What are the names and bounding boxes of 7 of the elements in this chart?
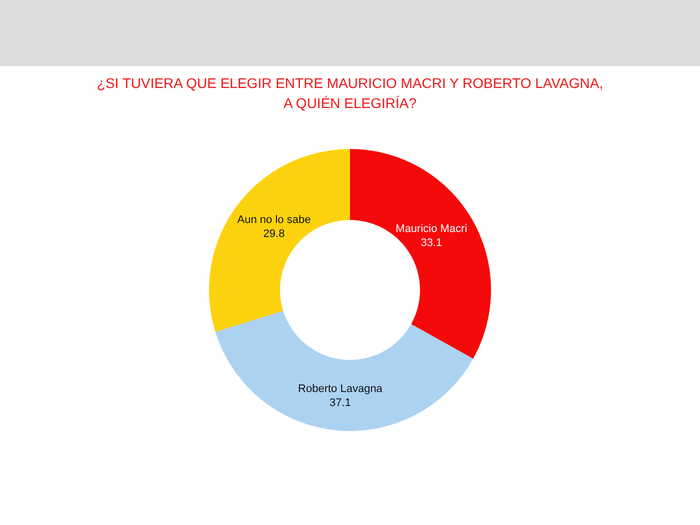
data-label: 37.1 xyxy=(330,396,351,409)
slice-label: Aun no lo sabe xyxy=(237,214,311,226)
slice-label: Roberto Lavagna xyxy=(298,382,384,395)
slice-label: Mauricio Macri xyxy=(396,223,468,236)
data-label: 29.8 xyxy=(263,228,285,240)
chart-title: ¿SI TUVIERA QUE ELEGIR ENTRE MAURICIO MACRI Y ROBERTO LAVAGNA, A QUIÉN ELEGIRÍA? xyxy=(96,75,604,111)
data-label: 33.1 xyxy=(420,237,442,250)
